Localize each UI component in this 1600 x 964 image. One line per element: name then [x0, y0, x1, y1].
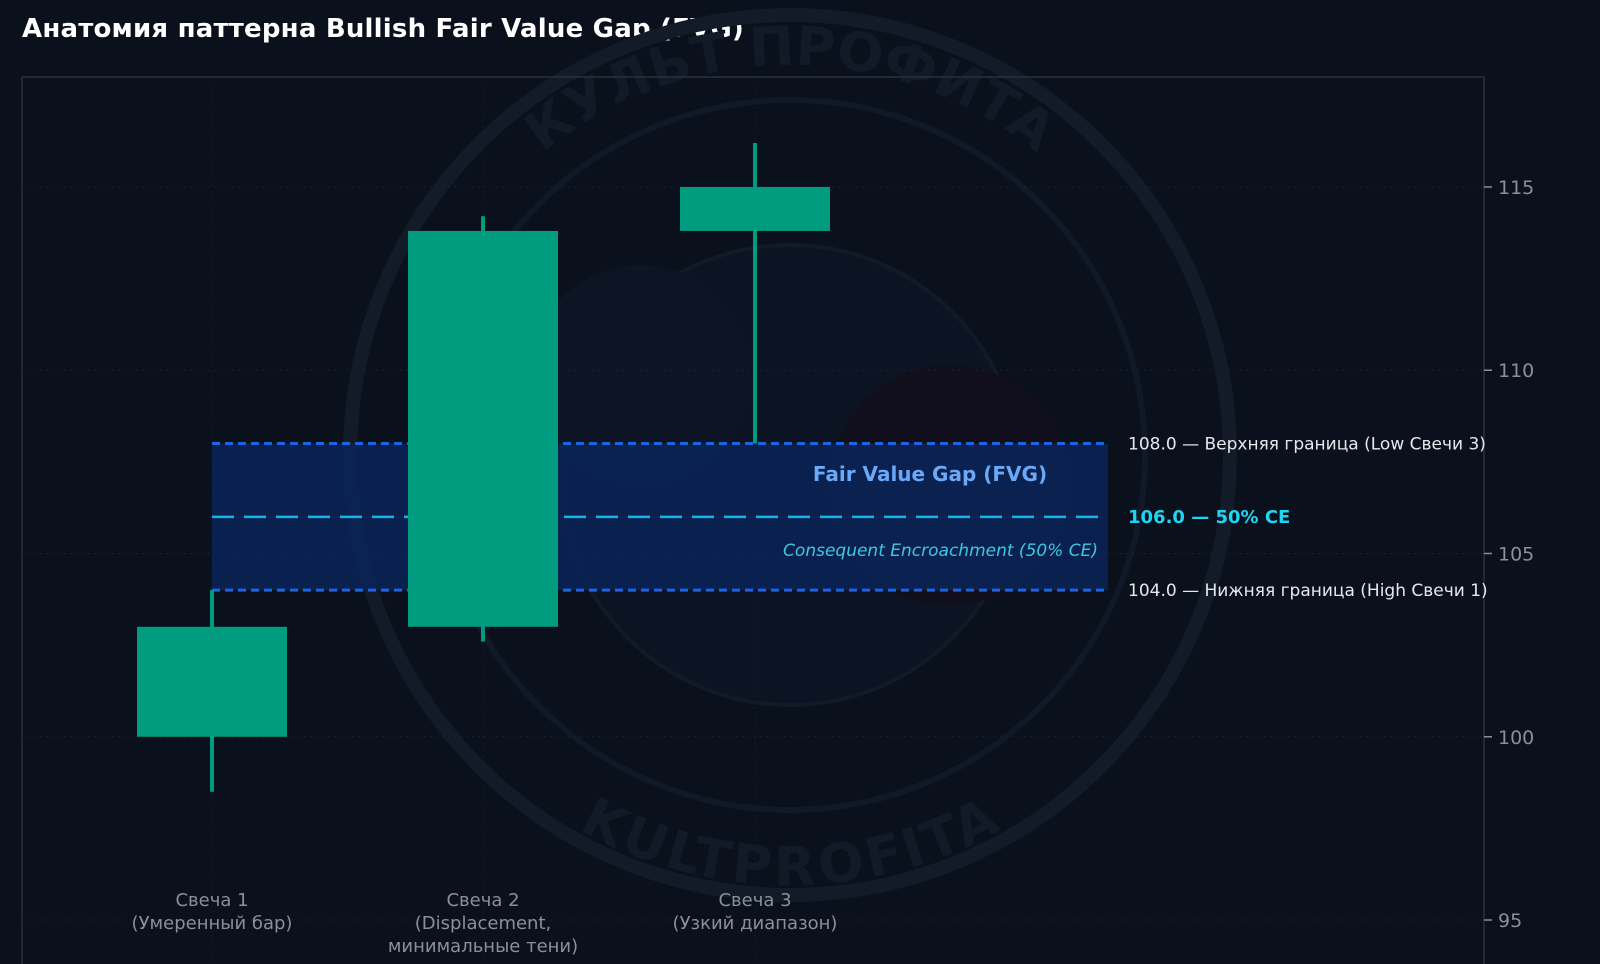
- candle-label: (Displacement,: [415, 913, 552, 934]
- watermark-bottom-text: KULTPROFITA: [572, 785, 1008, 898]
- candle-label: (Узкий диапазон): [673, 913, 838, 934]
- candles: [137, 142, 830, 792]
- candle-label: минимальные тени): [388, 936, 578, 957]
- candle-body: [408, 230, 558, 627]
- watermark-top-text: КУЛЬТ ПРОФИТА: [513, 14, 1067, 163]
- y-axis: 95 100 105 110 115: [1484, 177, 1534, 932]
- ce-level-label: 106.0 — 50% CE: [1128, 507, 1290, 528]
- candle-label: Свеча 2: [446, 890, 519, 911]
- candle-label: Свеча 3: [718, 890, 791, 911]
- fvg-ce-caption: Consequent Encroachment (50% CE): [783, 541, 1098, 561]
- labels: Fair Value Gap (FVG) Consequent Encroachm…: [132, 435, 1488, 957]
- upper-boundary-label: 108.0 — Верхняя граница (Low Свечи 3): [1128, 435, 1486, 455]
- lower-boundary-label: 104.0 — Нижняя граница (High Свечи 1): [1128, 581, 1488, 601]
- watermark-bottom-textpath: KULTPROFITA: [572, 785, 1008, 898]
- candle-label: (Умеренный бар): [132, 913, 293, 934]
- watermark-bull-icon: [530, 265, 750, 485]
- candle-body: [137, 626, 287, 737]
- y-tick-label: 105: [1498, 543, 1534, 565]
- grid: [21, 76, 1485, 964]
- watermark-top-textpath: КУЛЬТ ПРОФИТА: [513, 14, 1067, 163]
- chart-title: Анатомия паттерна Bullish Fair Value Gap…: [22, 14, 744, 44]
- y-tick-label: 95: [1498, 910, 1522, 932]
- y-tick-label: 110: [1498, 360, 1534, 382]
- candle-body: [680, 186, 830, 231]
- fvg-zone-title: Fair Value Gap (FVG): [813, 462, 1047, 486]
- y-tick-label: 115: [1498, 177, 1534, 199]
- fvg-zone-layer: [212, 442, 1108, 592]
- y-tick-label: 100: [1498, 727, 1534, 749]
- candle-label: Свеча 1: [175, 890, 248, 911]
